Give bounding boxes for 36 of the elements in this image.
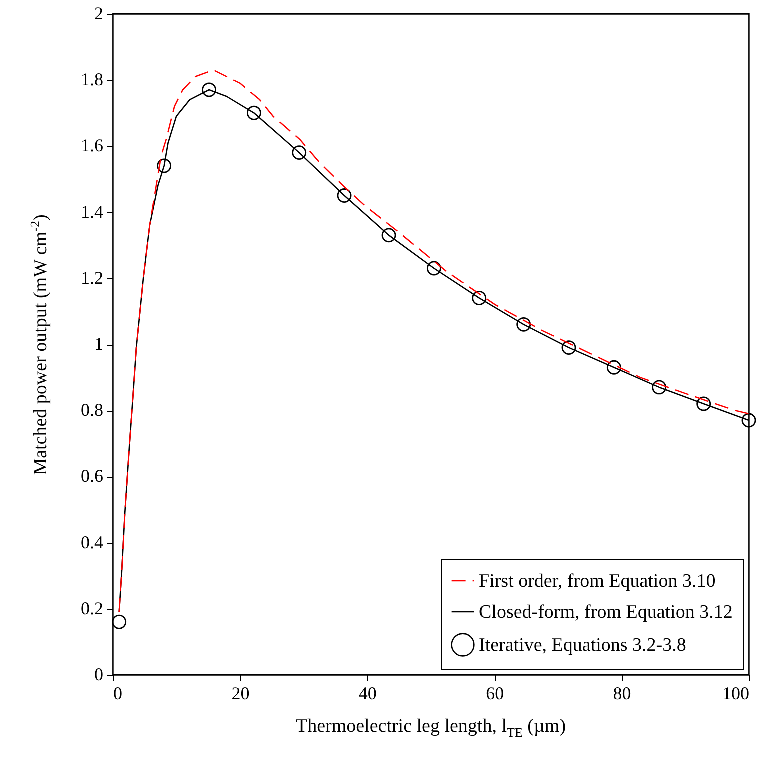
point — [696, 396, 712, 412]
x-tick-label: 60 — [486, 684, 504, 704]
legend-label: Closed-form, from Equation 3.12 — [479, 602, 733, 623]
y-tick-label: 1.8 — [81, 70, 104, 90]
x-tick-label: 20 — [232, 684, 250, 704]
y-tick-label: 1 — [94, 334, 104, 354]
point — [157, 158, 172, 174]
y-tick-label: 2 — [94, 4, 104, 24]
point — [652, 380, 667, 395]
y-tick-label: 0.8 — [81, 400, 104, 420]
point — [606, 360, 622, 375]
x-tick-label: 80 — [613, 684, 632, 704]
point — [472, 291, 487, 306]
point — [112, 614, 127, 630]
point — [246, 106, 262, 120]
point — [202, 82, 217, 98]
y-tick-label: 1.4 — [81, 202, 104, 222]
x-tick-label: 40 — [358, 684, 377, 704]
point — [337, 188, 352, 203]
y-tick-label: 1.2 — [81, 268, 104, 288]
point — [426, 261, 442, 276]
x-tick-label: 100 — [722, 684, 750, 704]
legend-label: Iterative, Equations 3.2-3.8 — [479, 635, 686, 656]
point — [562, 340, 576, 356]
legend-label: First order, from Equation 3.10 — [479, 571, 716, 592]
y-tick-label: 0.6 — [81, 466, 104, 486]
y-tick-label: 0.4 — [81, 532, 104, 552]
point — [292, 146, 307, 160]
y-tick-label: 0.2 — [81, 598, 104, 618]
point — [742, 413, 756, 428]
point — [516, 317, 532, 332]
x-axis-title: Thermoelectric leg length, l$_{TE}$ (µm) — [296, 716, 566, 741]
x-tick-label: 0 — [114, 684, 122, 704]
point — [382, 228, 396, 243]
y-tick-label: 0 — [94, 664, 104, 684]
y-tick-label: 1.6 — [81, 136, 104, 156]
